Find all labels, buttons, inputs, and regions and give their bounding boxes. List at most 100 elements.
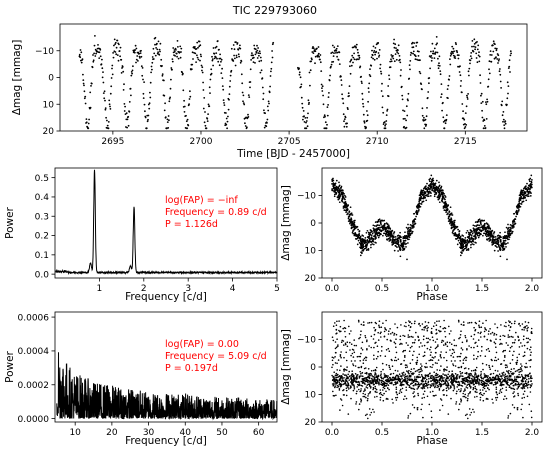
data-point [495,346,497,349]
data-point [126,118,129,121]
data-point [269,75,272,77]
data-point [369,75,372,78]
data-point [237,53,240,56]
data-point [438,383,441,386]
data-point [455,380,457,383]
data-point [510,387,512,389]
data-point [245,116,248,119]
data-point [368,82,371,85]
data-point [397,376,400,378]
data-point [500,104,503,107]
data-point [400,245,403,248]
data-point [350,58,353,61]
data-point [419,205,422,208]
data-point [495,391,498,393]
data-point [102,81,105,84]
data-point [527,380,530,383]
data-point [447,217,450,220]
data-point [437,64,440,67]
data-point [494,369,497,372]
data-point [445,118,448,121]
data-point [369,387,372,389]
data-point [414,383,417,386]
data-point [492,235,495,237]
data-point [163,79,165,82]
data-point [363,390,365,393]
data-point [526,341,528,344]
data-point [186,127,189,130]
data-point [106,124,109,127]
data-point [475,341,477,344]
data-point [356,355,359,358]
data-point [520,342,522,344]
data-point [474,221,477,223]
data-point [473,358,475,360]
data-point [443,370,445,372]
data-point [111,67,113,70]
data-point [268,91,271,94]
data-point [428,178,431,181]
data-point [355,403,357,405]
data-point [401,94,404,97]
data-point [382,229,385,231]
data-point [421,345,424,347]
data-point [407,334,410,336]
data-point [419,370,422,373]
data-point [462,381,465,383]
data-point [331,44,334,47]
data-point [374,385,377,388]
data-point [460,323,463,326]
data-point [453,344,456,347]
data-point [203,97,206,99]
data-point [387,95,390,98]
data-point [454,219,456,222]
data-point [479,232,482,235]
data-point [360,380,363,383]
data-point [336,55,338,58]
data-point [520,363,522,365]
data-point [373,396,376,398]
data-point [415,331,417,334]
y-tick-label: 10 [43,100,55,110]
data-point [428,77,431,79]
data-point [408,64,411,66]
data-point [359,390,362,393]
data-point [461,91,463,94]
data-point [362,324,365,326]
data-point [496,237,499,240]
data-point [493,242,496,244]
data-point [432,339,435,342]
data-point [216,57,218,60]
data-point [516,356,518,359]
periodogram-2-frame [54,311,278,423]
data-point [421,383,423,385]
data-point [369,382,371,384]
data-point [396,235,399,237]
data-point [528,383,530,386]
data-point [344,196,347,198]
data-point [433,184,436,186]
data-point [98,51,101,54]
data-point [462,235,465,237]
data-point [500,383,502,385]
data-point [520,203,523,205]
data-point [466,339,468,342]
data-point [343,370,345,372]
data-point [427,193,429,196]
data-point [336,51,339,54]
data-point [468,408,471,410]
data-point [389,233,391,236]
periodogram-1-period: P = 1.126d [165,219,218,230]
data-point [487,347,490,350]
data-point [101,67,104,70]
data-point [459,254,462,257]
data-point [201,66,204,69]
data-point [383,121,386,123]
data-point [267,100,270,103]
x-tick-label: 40 [180,428,192,438]
data-point [472,224,475,227]
data-point [401,372,404,374]
data-point [411,359,414,361]
data-point [518,346,521,348]
